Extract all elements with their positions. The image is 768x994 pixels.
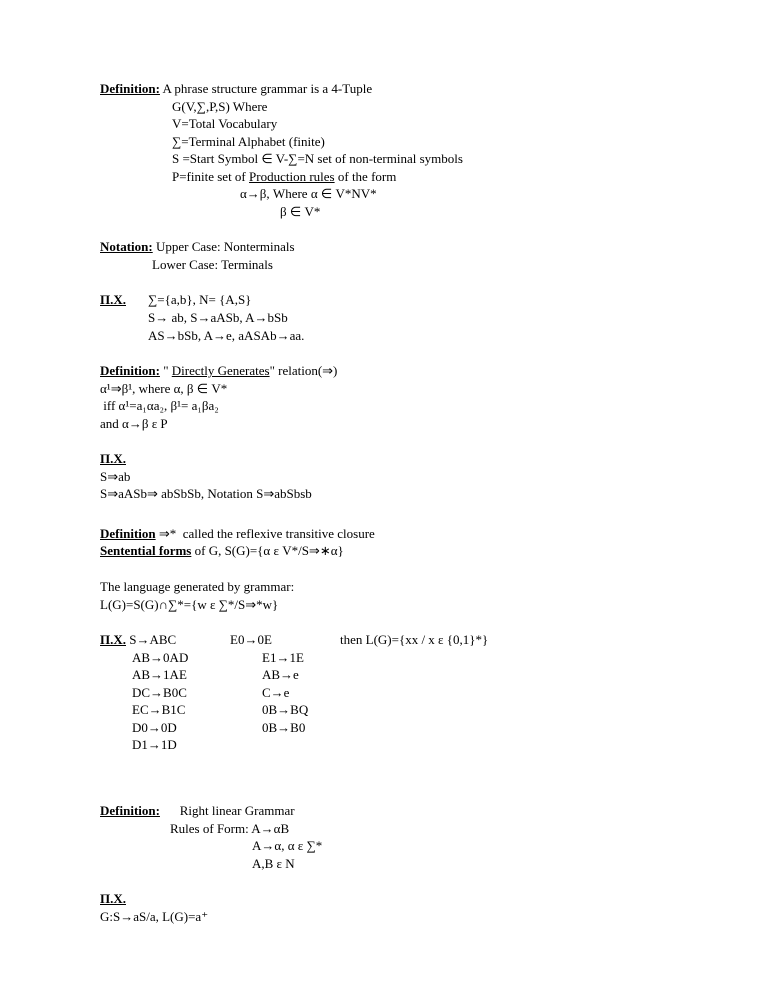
def4-l1: Right linear Grammar [170, 802, 688, 820]
def3-l1: Definition ⇒* called the reflexive trans… [100, 525, 688, 543]
document-page: Definition: A phrase structure grammar i… [0, 0, 768, 983]
ex2-l2: S⇒aASb⇒ abSbSb, Notation S⇒abSbsb [100, 485, 688, 503]
ex3-r1b: E0→0E [230, 631, 340, 649]
notation: Notation: Upper Case: Nonterminals Lower… [100, 238, 688, 273]
ex3-r2a: AB→0AD [100, 649, 262, 667]
notation-l2: Lower Case: Terminals [100, 256, 688, 274]
ex3-r3a: AB→1AE [100, 666, 262, 684]
notation-text1: Upper Case: Nonterminals [153, 239, 295, 254]
def1-line1: Definition: A phrase structure grammar i… [100, 80, 688, 98]
def4-row: Definition: Right linear Grammar Rules o… [100, 802, 688, 872]
ex3-r1c: then L(G)={xx / x ε {0,1}*} [340, 631, 688, 649]
ex3-row4: DC→B0C C→e [100, 684, 688, 702]
ex2-label: Π.Χ. [100, 450, 688, 468]
ex3-label: Π.Χ. [100, 632, 126, 647]
lang-l1: The language generated by grammar: [100, 578, 688, 596]
def1-text: A phrase structure grammar is a 4-Tuple [160, 81, 372, 96]
definition-4: Definition: Right linear Grammar Rules o… [100, 802, 688, 872]
def2-l4: and α→β ε P [100, 415, 688, 433]
def1-l6a: P=finite set of [172, 169, 249, 184]
def2-label: Definition: [100, 363, 160, 378]
def4-l2: Rules of Form: A→αB [170, 820, 688, 838]
ex3-r6b: 0B→B0 [262, 719, 372, 737]
def2-l2: α¹⇒β¹, where α, β ∈ V* [100, 380, 688, 398]
def1-label: Definition: [100, 81, 160, 96]
def4-l3: A→α, α ε ∑* [170, 837, 688, 855]
ex3-r1a-text: S→ABC [126, 632, 176, 647]
definition-2: Definition: " Directly Generates" relati… [100, 362, 688, 432]
def1-l6b: of the form [335, 169, 397, 184]
ex1-l1: ∑={a,b}, N= {A,S} [148, 291, 688, 309]
example-1: Π.Χ. ∑={a,b}, N= {A,S} S→ ab, S→aASb, A→… [100, 291, 688, 344]
ex3-row5: EC→B1C 0B→BQ [100, 701, 688, 719]
ex3-r2b: E1→1E [262, 649, 372, 667]
def2-uline: Directly Generates [172, 363, 270, 378]
ex3-row1: Π.Χ. S→ABC E0→0E then L(G)={xx / x ε {0,… [100, 631, 688, 649]
def4-l4: A,B ε N [170, 855, 688, 873]
ex3-r3b: AB→e [262, 666, 372, 684]
def2-l1: Definition: " Directly Generates" relati… [100, 362, 688, 380]
ex3-row7: D1→1D [100, 736, 688, 754]
lang-l2: L(G)=S(G)∩∑*={w ε ∑*/S⇒*w} [100, 596, 688, 614]
ex3-r7a: D1→1D [100, 736, 262, 754]
definition-1: Definition: A phrase structure grammar i… [100, 80, 688, 220]
ex3-r4b: C→e [262, 684, 372, 702]
example-3: Π.Χ. S→ABC E0→0E then L(G)={xx / x ε {0,… [100, 631, 688, 754]
ex4-l1: G:S→aS/a, L(G)=a⁺ [100, 908, 688, 926]
ex3-r5b: 0B→BQ [262, 701, 372, 719]
ex1-row: Π.Χ. ∑={a,b}, N= {A,S} S→ ab, S→aASb, A→… [100, 291, 688, 344]
def2-tail: " relation(⇒) [270, 363, 338, 378]
ex3-row6: D0→0D 0B→B0 [100, 719, 688, 737]
example-4: Π.Χ. G:S→aS/a, L(G)=a⁺ [100, 890, 688, 925]
def1-l4: ∑=Terminal Alphabet (finite) [100, 133, 688, 151]
ex3-row3: AB→1AE AB→e [100, 666, 688, 684]
ex3-r4a: DC→B0C [100, 684, 262, 702]
def3-tail1: ⇒* called the reflexive transitive closu… [156, 526, 375, 541]
ex3-r1a: Π.Χ. S→ABC [100, 631, 230, 649]
ex1-label: Π.Χ. [100, 291, 148, 309]
notation-label: Notation: [100, 239, 153, 254]
def3-l2: Sentential forms of G, S(G)={α ε V*/S⇒∗α… [100, 542, 688, 560]
language-definition: The language generated by grammar: L(G)=… [100, 578, 688, 613]
def3-l2u: Sentential forms [100, 543, 191, 558]
def3-l2b: of G, S(G)={α ε V*/S⇒∗α} [191, 543, 343, 558]
def1-l3: V=Total Vocabulary [100, 115, 688, 133]
ex4-label: Π.Χ. [100, 890, 688, 908]
def4-body: Right linear Grammar Rules of Form: A→αB… [170, 802, 688, 872]
definition-3: Definition ⇒* called the reflexive trans… [100, 525, 688, 560]
def1-l2: G(V,∑,P,S) Where [100, 98, 688, 116]
def1-l6: P=finite set of Production rules of the … [100, 168, 688, 186]
def1-l5: S =Start Symbol ∈ V-∑=N set of non-termi… [100, 150, 688, 168]
ex1-l3: AS→bSb, A→e, aASAb→aa. [148, 327, 688, 345]
ex1-body: ∑={a,b}, N= {A,S} S→ ab, S→aASb, A→bSb A… [148, 291, 688, 344]
example-2: Π.Χ. S⇒ab S⇒aASb⇒ abSbSb, Notation S⇒abS… [100, 450, 688, 503]
def2-l3: iff α¹=a₁αa₂, β¹= a₁βa₂ [100, 397, 688, 415]
def1-l7: α→β, Where α ∈ V*NV* [100, 185, 688, 203]
ex2-l1: S⇒ab [100, 468, 688, 486]
def4-label: Definition: [100, 802, 170, 820]
ex1-l2: S→ ab, S→aASb, A→bSb [148, 309, 688, 327]
notation-l1: Notation: Upper Case: Nonterminals [100, 238, 688, 256]
def1-l6u: Production rules [249, 169, 335, 184]
def1-l8: β ∈ V* [100, 203, 688, 221]
ex3-r5a: EC→B1C [100, 701, 262, 719]
def2-mid: " [160, 363, 172, 378]
def3-label: Definition [100, 526, 156, 541]
ex3-r6a: D0→0D [100, 719, 262, 737]
ex3-row2: AB→0AD E1→1E [100, 649, 688, 667]
